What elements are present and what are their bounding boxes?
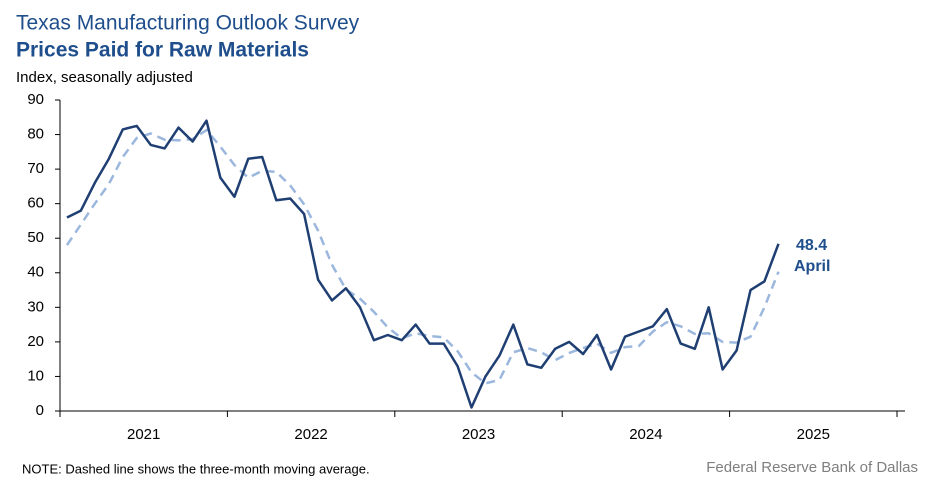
line bbox=[65, 128, 780, 385]
y-tick-label: 80 bbox=[27, 126, 44, 143]
y-tick-label: 30 bbox=[27, 298, 44, 315]
annotation: 48.4 bbox=[796, 237, 827, 254]
annotation: April bbox=[794, 258, 830, 275]
y-tick-label: 70 bbox=[27, 160, 44, 177]
y-tick-label: 50 bbox=[27, 229, 44, 246]
y-tick-label: 0 bbox=[36, 402, 44, 419]
y-tick-label: 90 bbox=[27, 91, 44, 108]
source: Federal Reserve Bank of Dallas bbox=[706, 459, 918, 476]
y-axis-label: Index, seasonally adjusted bbox=[16, 69, 193, 86]
note: NOTE: Dashed line shows the three-month … bbox=[22, 461, 370, 476]
x-tick-label: 2021 bbox=[127, 426, 160, 443]
y-tick-label: 20 bbox=[27, 333, 44, 350]
chart-title: Texas Manufacturing Outlook Survey bbox=[16, 12, 360, 35]
y-tick-label: 60 bbox=[27, 195, 44, 212]
line bbox=[66, 119, 780, 409]
y-tick-label: 10 bbox=[27, 367, 44, 384]
y-tick-label: 40 bbox=[27, 264, 44, 281]
x-tick-label: 2024 bbox=[629, 426, 662, 443]
x-tick-label: 2025 bbox=[797, 426, 830, 443]
x-tick-label: 2023 bbox=[462, 426, 495, 443]
x-tick-label: 2022 bbox=[294, 426, 327, 443]
chart-subtitle: Prices Paid for Raw Materials bbox=[16, 39, 309, 62]
